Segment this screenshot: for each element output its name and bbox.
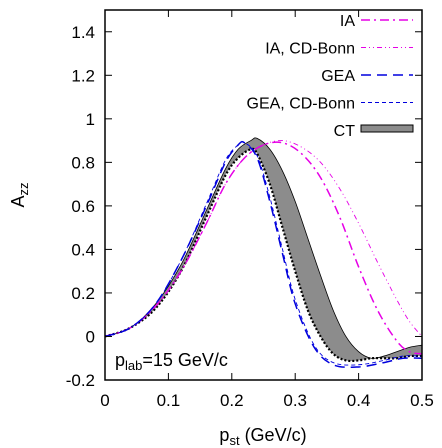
ct-band-edge-low	[105, 147, 422, 363]
legend: IA IA, CD-Bonn GEA GEA, CD-Bonn CT	[247, 13, 414, 140]
x-tick-label: 0.5	[410, 391, 434, 410]
legend-label: IA	[340, 13, 355, 30]
y-tick-label: 1	[86, 110, 95, 129]
annotation-prefix: p	[115, 350, 125, 370]
ct-band-edge-high	[105, 137, 422, 359]
ticks-layer: 0 0.1 0.2 0.3 0.4 0.5 -0.2 0 0.2 0.4 0.6 0.8 1 1.2 1.4	[66, 10, 434, 410]
x-axis-label-main: p	[219, 425, 229, 445]
ct-band	[105, 137, 422, 361]
plot-frame	[104, 9, 423, 381]
y-tick-label: 0.2	[71, 284, 95, 303]
x-tick-label: 0	[100, 391, 109, 410]
y-tick-label: 0.6	[71, 197, 95, 216]
legend-label: GEA, CD-Bonn	[247, 96, 355, 113]
y-axis-label-sub: zz	[16, 182, 31, 195]
y-tick-label: 1.2	[71, 66, 95, 85]
x-tick-label: 0.3	[283, 391, 307, 410]
x-tick-label: 0.1	[157, 391, 181, 410]
x-axis-label: pst (GeV/c)	[219, 425, 306, 448]
annotation-suffix: =15 GeV/c	[142, 350, 228, 370]
y-tick-label: -0.2	[66, 371, 95, 390]
series-lines-layer	[105, 140, 422, 369]
legend-label: IA, CD-Bonn	[265, 41, 355, 58]
series-line-blue-dashed	[105, 140, 422, 369]
series-line-magenta-dashdot	[105, 141, 422, 355]
x-tick-label: 0.4	[347, 391, 371, 410]
y-tick-label: 1.4	[71, 23, 95, 42]
ct-band-layer	[105, 137, 422, 363]
y-tick-label: 0.4	[71, 240, 95, 259]
x-tick-label: 0.2	[220, 391, 244, 410]
x-axis-label-unit: (GeV/c)	[240, 425, 307, 445]
y-tick-label: 0.8	[71, 153, 95, 172]
y-axis-label: Azz	[8, 182, 31, 207]
legend-swatch-band	[360, 124, 414, 133]
annotation-label: plab=15 GeV/c	[115, 350, 228, 373]
y-tick-label: 0	[86, 327, 95, 346]
series-line-blue-finedashed	[105, 141, 422, 366]
x-axis-label-sub: st	[229, 433, 240, 448]
legend-label: CT	[334, 123, 356, 140]
legend-label: GEA	[321, 68, 355, 85]
annotation-sub: lab	[125, 358, 142, 373]
series-line-magenta-dashdotdot	[105, 140, 422, 337]
y-axis-label-main: A	[8, 195, 28, 207]
